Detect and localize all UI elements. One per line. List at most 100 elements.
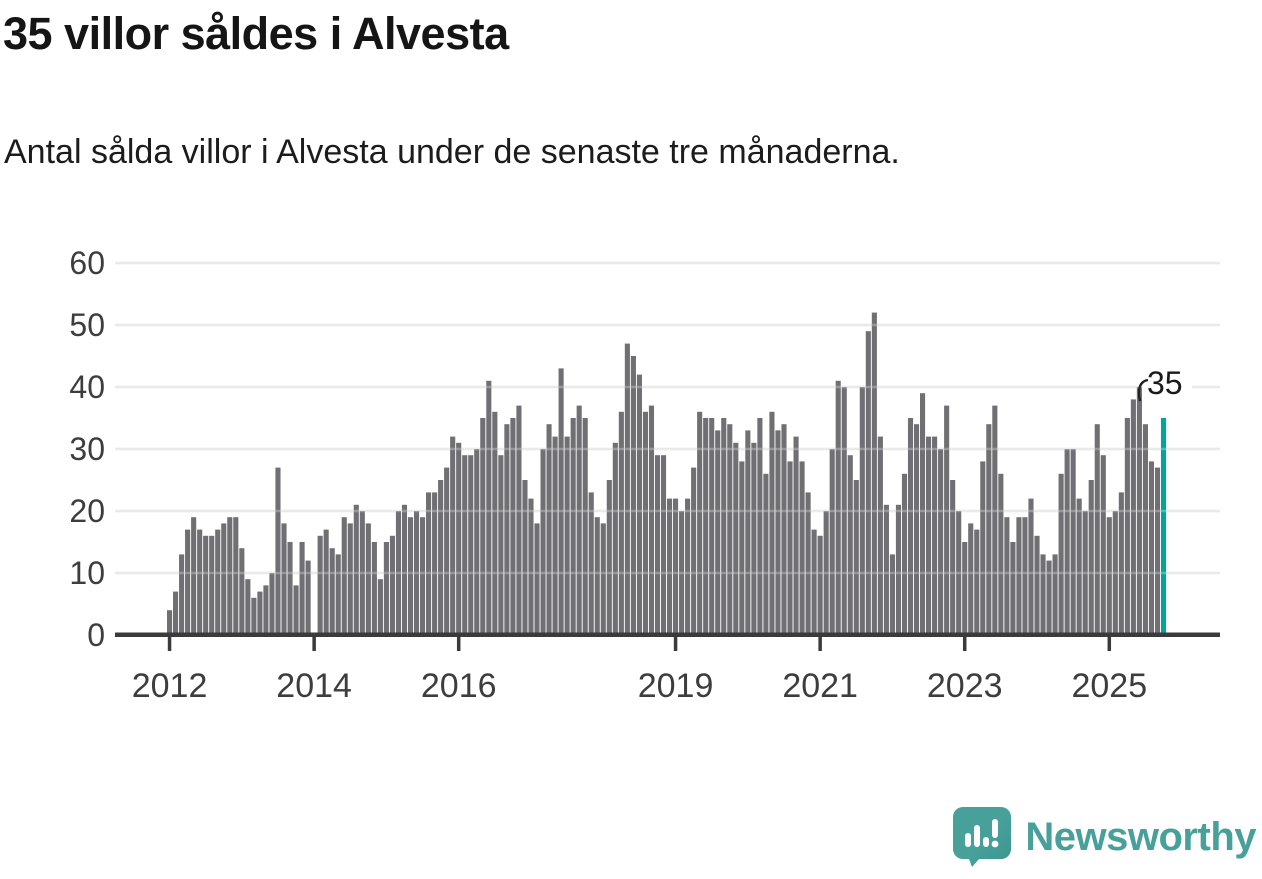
- bar: [534, 523, 540, 635]
- bar: [1076, 498, 1082, 635]
- bar: [468, 455, 474, 635]
- bar: [456, 442, 462, 635]
- bar: [624, 343, 630, 635]
- y-axis-tick-label: 10: [69, 555, 105, 591]
- bar: [799, 461, 805, 635]
- x-axis-tick-label: 2014: [276, 667, 352, 705]
- bar: [1058, 473, 1064, 635]
- bar: [811, 529, 817, 635]
- bar: [1052, 554, 1058, 635]
- bar: [1136, 387, 1142, 635]
- bar: [1154, 467, 1161, 635]
- bar: [1082, 511, 1088, 635]
- bar: [335, 554, 341, 635]
- x-axis-tick: [456, 637, 461, 651]
- bar: [353, 504, 359, 635]
- bar: [612, 442, 618, 635]
- y-axis-tick-label: 0: [87, 617, 105, 653]
- bar: [1112, 511, 1118, 635]
- bar: [685, 498, 691, 635]
- bar: [1034, 535, 1040, 635]
- bar: [329, 548, 335, 635]
- bar: [913, 424, 920, 635]
- bar: [648, 405, 655, 635]
- bar: [769, 411, 775, 635]
- bar: [269, 573, 275, 635]
- bar: [516, 405, 522, 635]
- bar: [618, 411, 624, 635]
- bar: [377, 579, 383, 635]
- bar: [552, 436, 558, 635]
- bar: [907, 418, 914, 635]
- bar: [498, 455, 504, 635]
- bar: [1070, 449, 1076, 635]
- bar: [239, 548, 245, 635]
- bar: [227, 517, 233, 635]
- bar: [359, 511, 365, 635]
- bar: [950, 480, 956, 635]
- bar: [173, 591, 179, 635]
- bar: [775, 430, 781, 635]
- bar: [1004, 517, 1010, 635]
- x-axis-tick: [673, 637, 678, 651]
- x-axis-tick-label: 2012: [132, 667, 208, 705]
- bar: [1010, 542, 1016, 635]
- bar: [588, 492, 594, 635]
- bar: [486, 380, 492, 635]
- bar: [853, 480, 859, 635]
- annotation-leader-line: [1137, 378, 1149, 402]
- bar: [793, 436, 799, 635]
- bar: [299, 542, 305, 635]
- bar: [323, 529, 329, 635]
- bar: [395, 511, 402, 635]
- bar: [715, 430, 721, 635]
- bar: [444, 467, 450, 635]
- x-axis-line: [115, 632, 1220, 637]
- bar: [522, 480, 528, 635]
- bar: [480, 418, 486, 635]
- bar: [1124, 418, 1130, 635]
- bar: [564, 436, 570, 635]
- bar: [932, 436, 938, 635]
- y-axis-tick-label: 50: [69, 307, 105, 343]
- bar: [859, 387, 865, 635]
- bar: [383, 542, 389, 635]
- bar: [341, 517, 347, 635]
- bar: [209, 535, 215, 635]
- x-axis-tick-label: 2023: [927, 667, 1003, 705]
- bar: [974, 529, 980, 635]
- x-axis-tick: [167, 637, 172, 651]
- x-axis-tick-label: 2021: [782, 667, 858, 705]
- bar: [438, 480, 444, 635]
- bar: [691, 467, 697, 635]
- bar: [203, 535, 209, 635]
- x-axis-tick: [312, 637, 316, 651]
- bar: [558, 368, 564, 635]
- bar: [835, 380, 841, 635]
- bar: [920, 393, 926, 635]
- bar: [703, 418, 709, 635]
- bar: [426, 492, 432, 635]
- bar: [275, 467, 281, 635]
- highlighted-bar: [1160, 418, 1167, 635]
- last-value-label: 35: [1147, 365, 1183, 401]
- bar: [962, 542, 968, 635]
- bar: [317, 535, 323, 635]
- bar: [660, 455, 667, 635]
- bar: [841, 387, 847, 635]
- bar: [986, 424, 992, 635]
- bar: [805, 492, 811, 635]
- bar: [389, 535, 395, 635]
- bar: [245, 579, 251, 635]
- bar: [1142, 424, 1148, 635]
- bar: [763, 473, 769, 635]
- bar: [895, 504, 901, 635]
- bar: [968, 523, 974, 635]
- bar: [787, 461, 793, 635]
- brand-name: Newsworthy: [1025, 814, 1256, 859]
- bar: [630, 356, 636, 635]
- bar: [528, 498, 534, 635]
- bar: [817, 535, 823, 635]
- bar: [293, 585, 299, 635]
- bar: [871, 312, 877, 635]
